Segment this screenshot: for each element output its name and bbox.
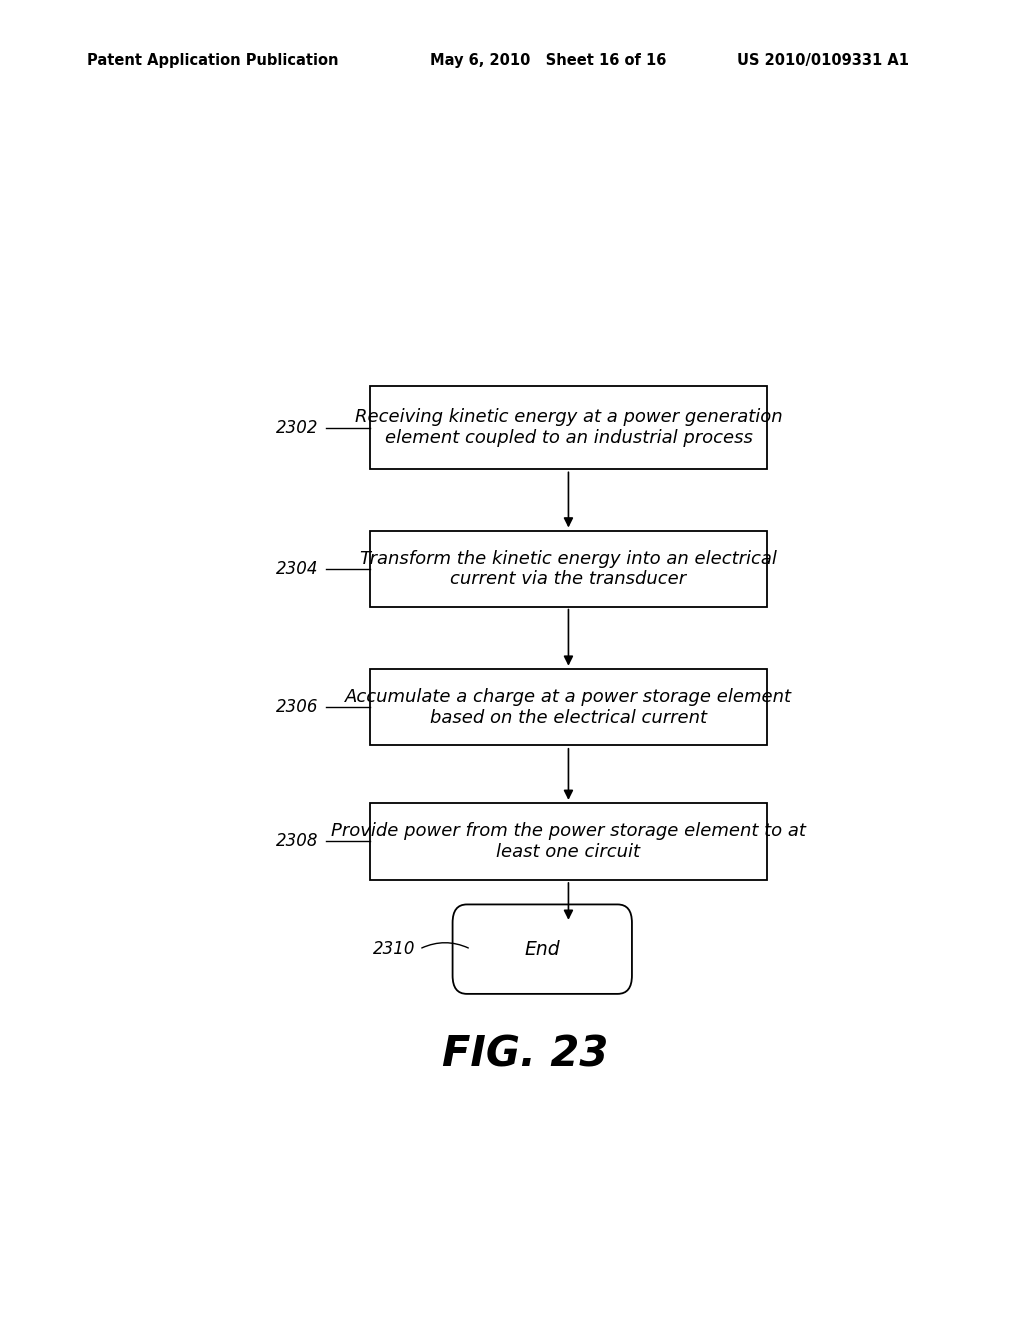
FancyBboxPatch shape xyxy=(370,804,767,879)
FancyBboxPatch shape xyxy=(370,385,767,470)
Text: FIG. 23: FIG. 23 xyxy=(441,1034,608,1076)
Text: Transform the kinetic energy into an electrical
current via the transducer: Transform the kinetic energy into an ele… xyxy=(360,549,777,589)
Text: Patent Application Publication: Patent Application Publication xyxy=(87,53,339,67)
FancyBboxPatch shape xyxy=(453,904,632,994)
Text: US 2010/0109331 A1: US 2010/0109331 A1 xyxy=(737,53,909,67)
FancyBboxPatch shape xyxy=(370,669,767,746)
Text: Accumulate a charge at a power storage element
based on the electrical current: Accumulate a charge at a power storage e… xyxy=(345,688,792,726)
Text: 2306: 2306 xyxy=(275,698,318,717)
Text: 2308: 2308 xyxy=(275,833,318,850)
Text: 2310: 2310 xyxy=(373,940,416,958)
Text: Receiving kinetic energy at a power generation
element coupled to an industrial : Receiving kinetic energy at a power gene… xyxy=(354,408,782,447)
Text: 2304: 2304 xyxy=(275,560,318,578)
Text: Provide power from the power storage element to at
least one circuit: Provide power from the power storage ele… xyxy=(331,822,806,861)
Text: 2302: 2302 xyxy=(275,418,318,437)
FancyBboxPatch shape xyxy=(370,531,767,607)
Text: End: End xyxy=(524,940,560,958)
Text: May 6, 2010   Sheet 16 of 16: May 6, 2010 Sheet 16 of 16 xyxy=(430,53,667,67)
